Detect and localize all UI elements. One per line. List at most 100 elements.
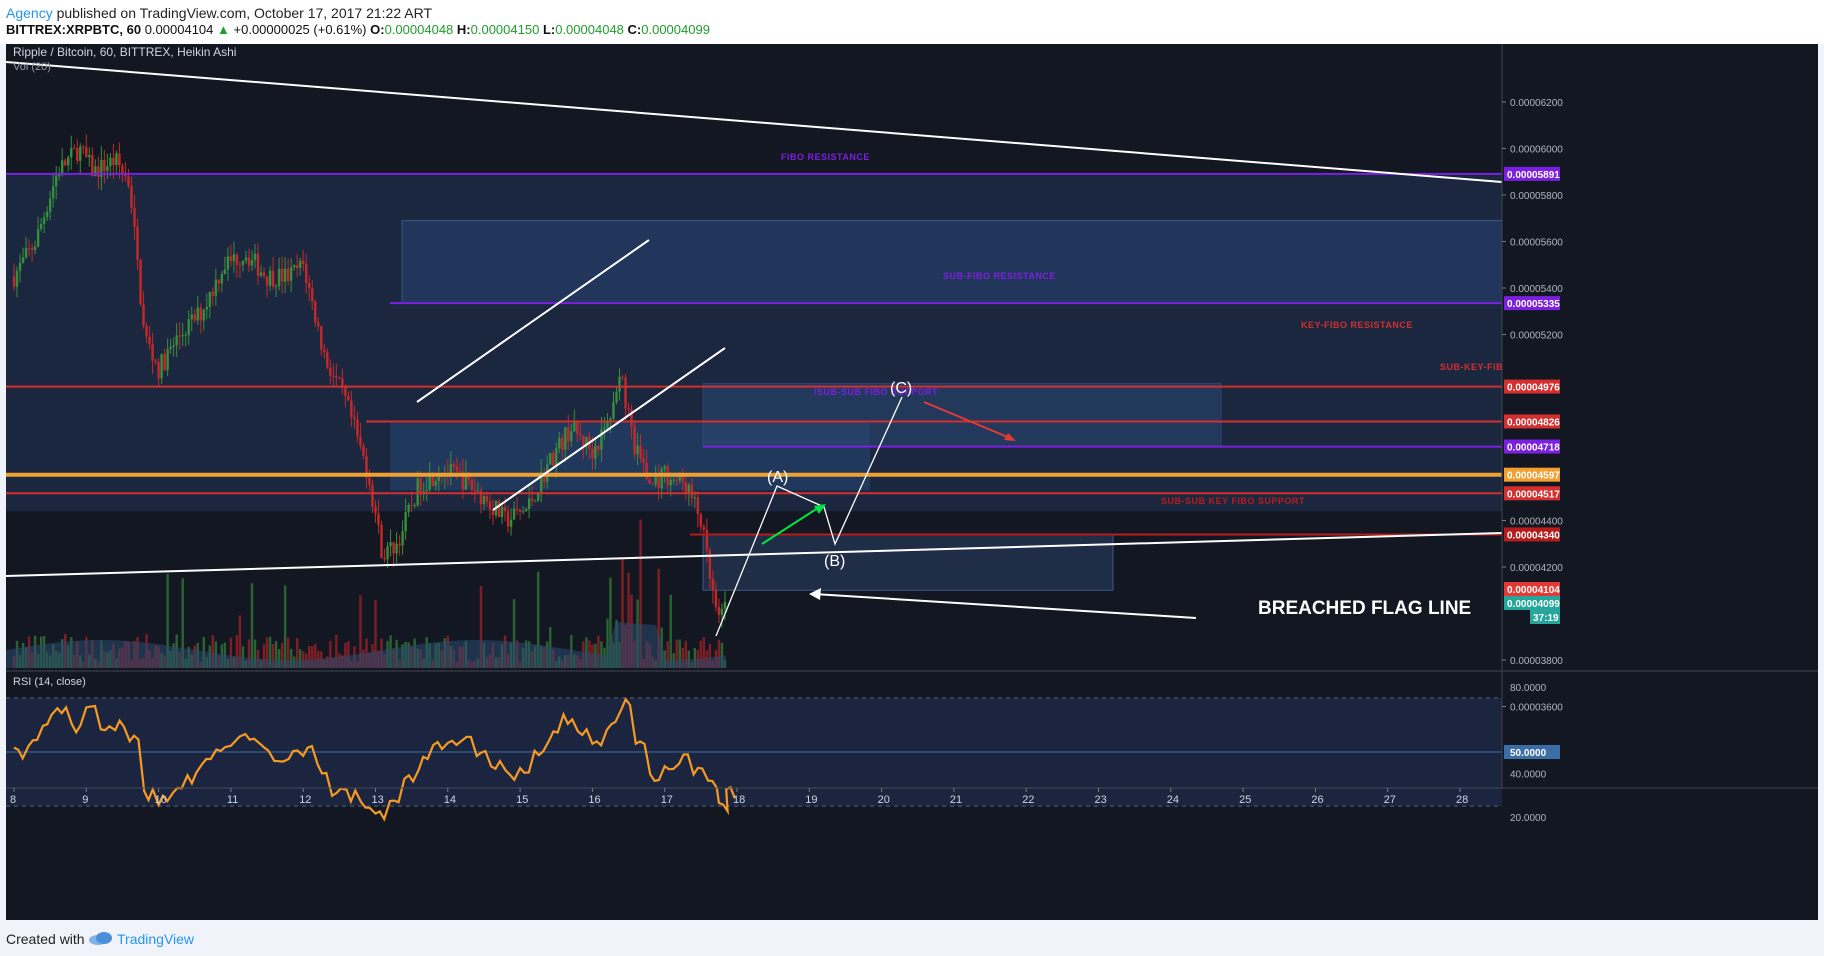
volume-bar [295, 638, 299, 668]
candle-body [618, 376, 621, 392]
volume-bar [621, 558, 624, 668]
wave-b-label: (B) [824, 553, 845, 570]
candle-body [274, 286, 278, 288]
x-tick-label: 16 [588, 794, 600, 806]
candle-body [431, 473, 434, 486]
x-tick-label: 11 [227, 794, 238, 806]
candle-body [100, 159, 103, 177]
tradingview-link[interactable]: TradingView [117, 931, 195, 947]
candle-body [21, 257, 25, 263]
open-value: 0.00004048 [384, 22, 454, 37]
candle-body [723, 601, 727, 609]
candle-body [247, 257, 251, 266]
candle-body [660, 469, 663, 489]
current-price-tag [1504, 582, 1560, 596]
candle-body [675, 479, 678, 481]
candle-body [410, 504, 413, 506]
candle-body [24, 248, 28, 258]
y-tick-label: 0.00005600 [1510, 238, 1563, 249]
level-price-text: 0.00004517 [1507, 489, 1560, 500]
candle-body [335, 375, 338, 378]
candle-body [214, 279, 218, 296]
candle-body [509, 519, 513, 527]
candle-body [253, 253, 257, 261]
candle-body [115, 153, 118, 166]
x-tick-label: 9 [82, 794, 88, 806]
candle-body [42, 217, 46, 224]
upper-trend-line [5, 61, 1503, 183]
publish-info: Agency published on TradingView.com, Oct… [6, 5, 432, 21]
breached-flag-line-label: BREACHED FLAG LINE [1258, 598, 1471, 619]
x-tick-label: 21 [950, 794, 962, 806]
candle-body [73, 148, 76, 150]
volume-bar [241, 646, 245, 668]
candle-body [657, 477, 660, 489]
current-price-text: 0.00004099 [1507, 599, 1560, 610]
candle-body [506, 511, 510, 527]
candle-body [196, 307, 199, 321]
candle-body [244, 257, 248, 261]
candle-body [154, 360, 157, 362]
x-tick-label: 14 [444, 794, 456, 806]
level-price-text: 0.00004826 [1507, 417, 1560, 428]
volume-bar [609, 577, 612, 668]
volume-bar [253, 639, 257, 668]
candle-body [561, 438, 564, 450]
candle-body [332, 375, 335, 377]
candle-body [594, 445, 597, 459]
levels-layer: 0.00005891 0.00005335 0.00004976 0.00004826… [6, 166, 1560, 542]
chart-frame[interactable]: 0.00005891 0.00005335 0.00004976 0.00004826… [5, 44, 1818, 920]
volume-layer [6, 519, 727, 668]
chart-canvas[interactable]: 0.00005891 0.00005335 0.00004976 0.00004826… [5, 44, 1818, 920]
candle-body [271, 270, 275, 287]
current-price-text: 37:19 [1533, 613, 1559, 624]
volume-bar [702, 637, 706, 668]
candle-body [536, 491, 540, 501]
candle-body [61, 160, 64, 176]
low-value: 0.00004048 [555, 22, 624, 37]
volume-bar [181, 578, 184, 668]
candle-body [512, 508, 516, 520]
x-tick-label: 8 [10, 794, 16, 806]
candle-body [479, 490, 483, 505]
candle-body [356, 419, 359, 437]
volume-bar [250, 583, 254, 668]
candle-body [555, 448, 558, 466]
candle-body [350, 400, 353, 418]
red-arrow [923, 401, 1011, 439]
candle-body [199, 307, 202, 321]
level-price-text: 0.00004976 [1507, 383, 1560, 394]
candle-body [669, 479, 672, 486]
candle-body [323, 349, 326, 353]
candle-body [693, 497, 697, 499]
candle-body [585, 437, 588, 447]
volume-bar [211, 635, 215, 668]
level-price-tag [1504, 439, 1560, 454]
candle-body [642, 458, 645, 463]
wave-c-label: (C) [890, 380, 912, 397]
candle-body [220, 273, 224, 284]
author-link[interactable]: Agency [6, 5, 53, 21]
candle-body [564, 427, 567, 450]
candle-body [527, 498, 531, 509]
candle-body [705, 529, 709, 551]
volume-bar [335, 634, 338, 668]
candle-body [365, 455, 368, 478]
x-tick-label: 19 [805, 794, 817, 806]
y-tick-label: 0.00005200 [1510, 331, 1563, 342]
volume-bar [302, 651, 305, 668]
level-label: FIBO RESISTANCE [781, 152, 870, 162]
publication-header: Agency published on TradingView.com, Oct… [0, 0, 1824, 44]
candle-body [720, 608, 724, 615]
volume-bar [657, 568, 660, 668]
volume-indicator-label: Vol (20) [13, 61, 51, 73]
candle-body [654, 477, 657, 485]
level-label: /SUB-SUB FIBO SUPPORT [814, 387, 938, 397]
candle-body [428, 473, 431, 490]
zones-layer [6, 44, 1503, 668]
rsi-line [13, 697, 736, 822]
candle-body [639, 445, 642, 459]
candle-body [497, 500, 501, 518]
candle-body [39, 223, 43, 229]
candle-body [651, 483, 654, 485]
